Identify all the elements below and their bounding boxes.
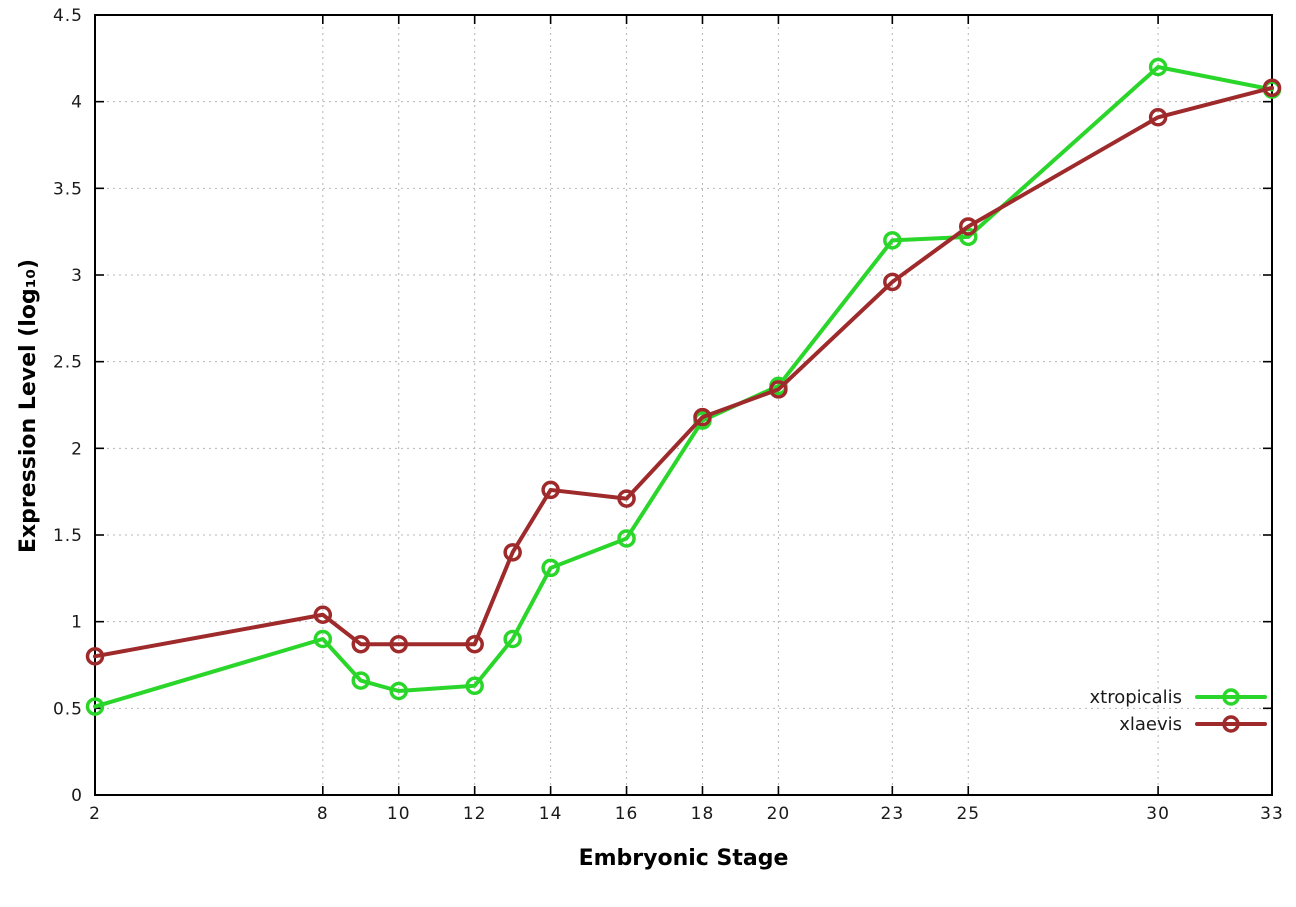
x-tick-label: 8 — [317, 804, 329, 824]
y-tick-label: 1 — [71, 613, 83, 633]
series-xlaevis-point — [769, 380, 788, 399]
series-xlaevis-point — [1262, 78, 1282, 98]
series-xlaevis-point — [1148, 108, 1168, 127]
series-xtropicalis-line — [93, 65, 1274, 709]
series-xlaevis-point — [541, 480, 560, 500]
series-xlaevis-point — [351, 634, 371, 654]
y-axis-label: Expression Level (log₁₀) — [16, 258, 41, 554]
legend: xtropicalis xlaevis — [1090, 686, 1268, 735]
legend-sample-point — [1222, 715, 1240, 733]
x-axis-label: Embryonic Stage — [578, 846, 789, 871]
y-tick-label: 3 — [71, 266, 83, 286]
x-tick-label: 14 — [539, 804, 563, 824]
series-xlaevis-point — [959, 217, 978, 236]
series-xtropicalis-point — [313, 629, 333, 649]
series-xlaevis-point — [85, 647, 105, 666]
x-tick-label: 30 — [1146, 804, 1170, 824]
y-tick-label: 1.5 — [53, 526, 83, 546]
series-xlaevis-point — [313, 605, 333, 624]
x-tick-label: 23 — [881, 804, 905, 824]
series-xtropicalis-point — [959, 227, 978, 247]
y-tick-label: 0 — [71, 786, 83, 806]
y-tick-label: 4 — [71, 93, 83, 113]
series-xtropicalis-point — [617, 529, 636, 548]
series-xlaevis-point — [883, 272, 902, 292]
series-xlaevis-line — [93, 85, 1274, 659]
x-tick-label: 16 — [615, 804, 639, 824]
series-xtropicalis-point — [1148, 57, 1168, 77]
x-tick-label: 10 — [387, 804, 411, 824]
x-tick-label: 33 — [1260, 804, 1284, 824]
series-xtropicalis-point — [503, 629, 522, 649]
series-xtropicalis-point — [541, 558, 560, 578]
plot-border — [94, 14, 1273, 796]
y-tick-label: 2.5 — [53, 353, 83, 373]
y-tick-label: 0.5 — [53, 699, 83, 719]
x-tick-label: 25 — [956, 804, 980, 824]
legend-sample-line-icon — [1195, 715, 1267, 733]
series-xtropicalis-point — [883, 231, 902, 250]
series-xlaevis-point — [465, 634, 484, 654]
legend-label-xlaevis: xlaevis — [1119, 713, 1182, 735]
x-tick-label: 18 — [691, 804, 715, 824]
series-xtropicalis-point — [465, 676, 484, 696]
legend-item-xtropicalis: xtropicalis — [1090, 686, 1268, 708]
legend-label-xtropicalis: xtropicalis — [1089, 686, 1182, 708]
x-tick-label: 12 — [463, 804, 487, 824]
series-xlaevis-point — [693, 407, 712, 427]
series-xtropicalis-point — [85, 697, 105, 716]
series-xlaevis-point — [617, 489, 636, 508]
y-tick-label: 4.5 — [53, 6, 83, 26]
y-tick-label: 3.5 — [53, 179, 83, 199]
legend-sample-line-icon — [1195, 688, 1267, 706]
legend-item-xlaevis: xlaevis — [1119, 713, 1268, 735]
legend-sample-point — [1222, 688, 1240, 706]
x-tick-label: 20 — [767, 804, 791, 824]
x-tick-label: 2 — [89, 804, 101, 824]
y-tick-label: 2 — [71, 439, 83, 459]
series-xlaevis-point — [503, 543, 522, 562]
series-xtropicalis-point — [351, 671, 371, 690]
series-xlaevis-point — [389, 634, 408, 654]
series-xtropicalis-point — [389, 681, 408, 701]
